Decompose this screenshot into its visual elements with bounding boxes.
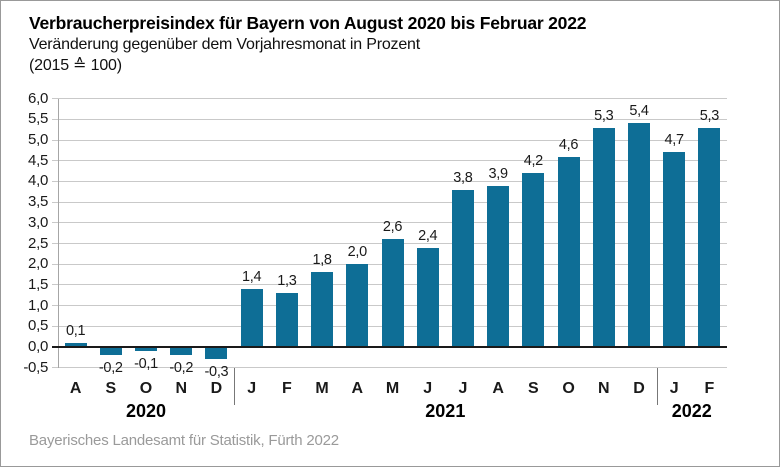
bar-value-label: 2,0 (347, 244, 368, 261)
bar (346, 264, 369, 347)
chart-header: Verbraucherpreisindex für Bayern von Aug… (29, 12, 586, 76)
x-axis-month-label: J (423, 380, 433, 397)
bar (627, 123, 650, 347)
x-axis-year-label: 2020 (125, 401, 167, 421)
bar-value-label: 1,8 (312, 252, 332, 269)
x-axis-month-label: O (562, 380, 575, 397)
bar-value-label: -0,2 (169, 360, 194, 377)
x-axis-month-label: M (315, 380, 329, 397)
y-axis-tick-label: -0,5 (23, 358, 48, 376)
bar (663, 152, 686, 347)
bar-value-label: -0,3 (204, 364, 229, 381)
bar (698, 127, 721, 347)
bar-value-label: 5,4 (629, 103, 649, 120)
gridline (52, 367, 727, 369)
y-axis-tick-label: 1,5 (28, 275, 48, 293)
bar (311, 272, 334, 347)
bar-value-label: 4,2 (523, 153, 544, 170)
bar-value-label: 3,8 (453, 169, 473, 186)
gridline (52, 201, 727, 203)
bar (64, 342, 87, 347)
x-axis-month-label: N (597, 380, 610, 397)
y-axis-tick-label: 4,5 (28, 151, 48, 169)
x-axis-month-label: O (139, 380, 153, 397)
x-axis-month-label: A (69, 380, 82, 397)
gridline (52, 139, 727, 141)
bar (99, 347, 122, 356)
y-axis-tick-label: 4,0 (28, 172, 48, 190)
y-axis-tick-label: 5,0 (28, 131, 48, 148)
y-axis-line (58, 98, 59, 368)
y-axis-tick-label: 0,0 (28, 338, 48, 355)
bar-value-label: 4,7 (664, 132, 685, 149)
gridline (52, 160, 727, 162)
gridline (52, 98, 727, 100)
bar (522, 173, 545, 347)
bar (170, 347, 193, 356)
bar (592, 127, 615, 347)
y-axis-tick-label: 2,0 (28, 255, 48, 273)
x-axis-month-label: J (458, 380, 468, 397)
bar (240, 289, 263, 347)
bar (487, 185, 510, 347)
x-axis-year-label: 2021 (425, 401, 466, 421)
bar (381, 239, 404, 347)
zero-baseline (52, 346, 727, 348)
bar-value-label: 2,6 (382, 219, 403, 236)
bar-value-label: -0,1 (134, 356, 158, 373)
gridline (52, 118, 727, 120)
x-axis-month-label: A (351, 380, 364, 397)
x-axis-month-label: D (210, 380, 223, 397)
bar-value-label: 0,1 (65, 322, 86, 339)
x-axis-month-label: S (105, 380, 117, 397)
bar-value-label: 2,4 (418, 227, 438, 244)
year-divider-line (234, 367, 236, 405)
bar (416, 247, 439, 347)
x-axis-month-label: A (492, 380, 504, 397)
gridline (52, 222, 727, 224)
y-axis-tick-label: 3,0 (28, 213, 48, 231)
x-axis-month-label: F (704, 380, 715, 397)
y-axis-tick-label: 1,0 (28, 296, 48, 314)
y-axis-tick-label: 6,0 (28, 89, 48, 107)
x-axis-month-label: S (527, 380, 539, 397)
gridline (52, 180, 727, 182)
x-axis-month-label: F (281, 380, 292, 397)
bar-value-label: 1,3 (277, 273, 297, 290)
bar (557, 156, 580, 347)
bar (205, 347, 228, 360)
bar-value-label: 5,3 (594, 107, 614, 124)
bar-value-label: 5,3 (699, 107, 720, 124)
bar-value-label: 4,6 (558, 136, 579, 153)
y-axis-tick-label: 5,5 (28, 110, 48, 128)
chart-title: Verbraucherpreisindex für Bayern von Aug… (29, 13, 587, 33)
bar-value-label: 3,9 (488, 165, 508, 182)
bar (275, 293, 298, 347)
bar-value-label: 1,4 (242, 269, 262, 286)
x-axis-month-label: D (633, 380, 645, 397)
y-axis-tick-label: 0,5 (28, 317, 48, 335)
chart-subtitle: Veränderung gegenüber dem Vorjahresmonat… (29, 36, 420, 53)
year-divider-line (656, 367, 658, 405)
source-note: Bayerisches Landesamt für Statistik, Für… (29, 432, 339, 449)
bar-value-label: -0,2 (98, 360, 123, 377)
x-axis-month-label: J (247, 380, 257, 397)
bar (451, 189, 474, 347)
x-axis-month-label: N (175, 380, 188, 397)
x-axis-year-label: 2022 (671, 401, 712, 421)
y-axis-tick-label: 3,5 (28, 193, 48, 211)
y-axis-tick-label: 2,5 (28, 234, 48, 252)
bar (135, 347, 158, 352)
x-axis-month-label: M (385, 380, 400, 397)
x-axis-month-label: J (669, 380, 679, 397)
chart-index-basis: (2015 ≙ 100) (29, 57, 122, 74)
